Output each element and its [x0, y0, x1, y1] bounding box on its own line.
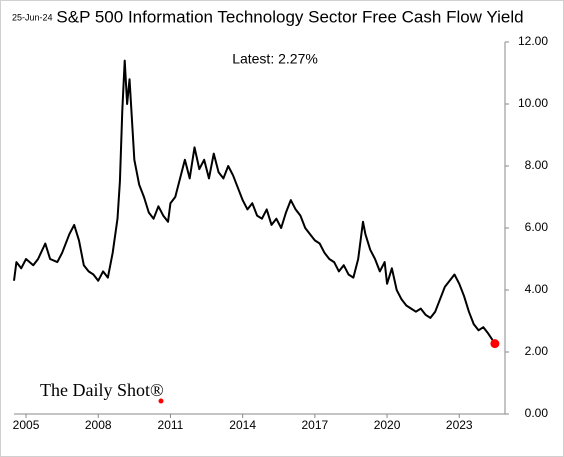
x-tick-label: 2011 [158, 418, 184, 432]
line [13, 59, 496, 345]
x-tick-label: 2014 [229, 418, 256, 432]
x-tick-label: 2008 [85, 418, 112, 432]
x-tick-label: 2017 [302, 418, 329, 432]
y-tick-label: 10.00 [518, 96, 548, 110]
y-tick-label: 6.00 [525, 220, 549, 234]
y-tick-label: 2.00 [525, 344, 549, 358]
x-tick-label: 2005 [13, 418, 40, 432]
y-tick-label: 12.00 [518, 34, 548, 48]
y-tick-label: 0.00 [525, 406, 549, 420]
chart-title: S&P 500 Information Technology Sector Fr… [56, 7, 523, 26]
latest-point [490, 339, 500, 349]
watermark: The Daily Shot® [40, 380, 164, 400]
x-tick-label: 2020 [374, 418, 401, 432]
annotation: Latest: 2.27% [232, 51, 318, 67]
y-tick-label: 4.00 [525, 282, 549, 296]
watermark-dot [158, 398, 164, 404]
x-tick-label: 2023 [446, 418, 473, 432]
y-tick-label: 8.00 [525, 158, 549, 172]
date: 25-Jun-24 [12, 12, 53, 22]
